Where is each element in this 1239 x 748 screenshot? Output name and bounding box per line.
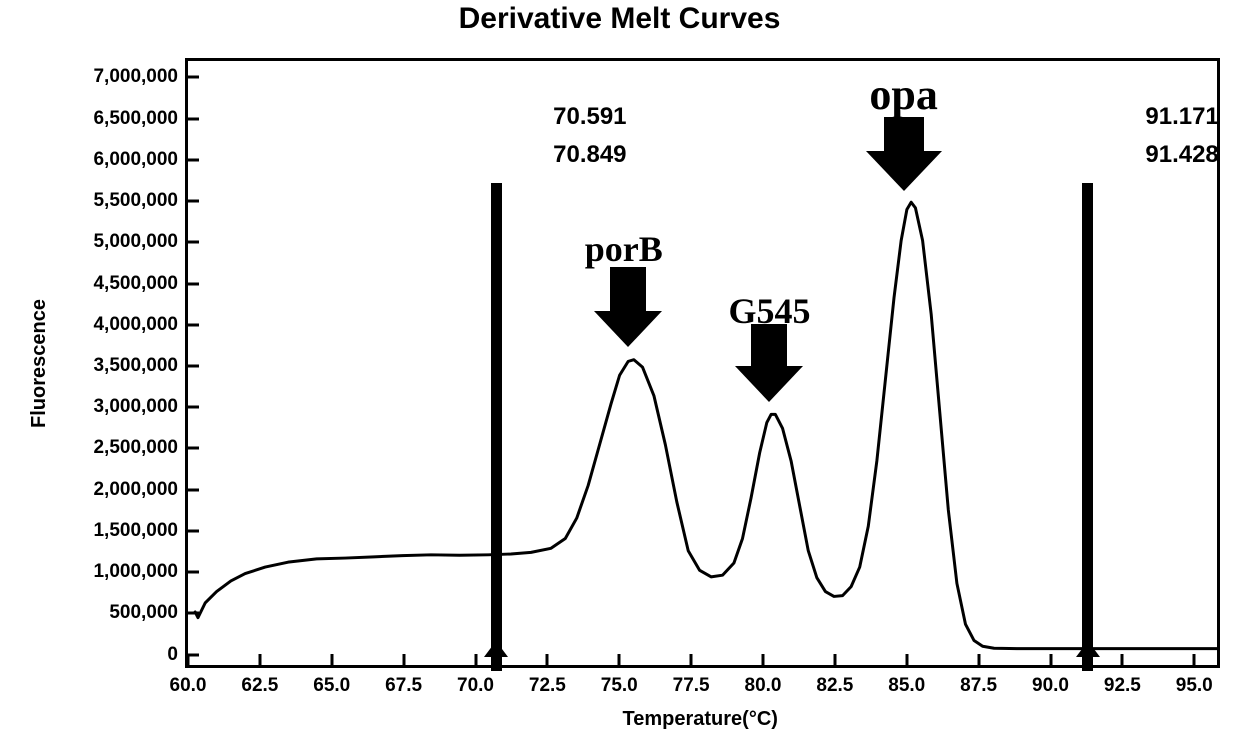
ytick-label: 4,500,000 [93,273,188,295]
cursor-base-icon[interactable] [1076,641,1100,657]
cursor-bar[interactable] [491,183,502,671]
marker-value: 70.591 [553,103,626,131]
x-axis-label: Temperature(°C) [623,708,778,731]
ytick-label: 3,500,000 [93,355,188,377]
ytick-label: 1,000,000 [93,561,188,583]
ytick-label: 6,000,000 [93,149,188,171]
xtick-label: 60.0 [170,665,207,697]
xtick-label: 85.0 [888,665,925,697]
marker-value: 91.428 [1145,141,1218,169]
ytick-label: 5,000,000 [93,231,188,253]
xtick-label: 95.0 [1176,665,1213,697]
xtick-label: 92.5 [1104,665,1141,697]
xtick-label: 87.5 [960,665,997,697]
peak-label-opa: opa [869,69,937,120]
marker-icon [525,106,541,120]
xtick-label: 77.5 [673,665,710,697]
xtick-label: 62.5 [241,665,278,697]
xtick-label: 70.0 [457,665,494,697]
xtick-label: 65.0 [313,665,350,697]
chart-title: Derivative Melt Curves [0,2,1239,36]
xtick-label: 90.0 [1032,665,1069,697]
plot-area: 0500,0001,000,0001,500,0002,000,0002,500… [185,58,1220,668]
marker-icon [525,144,541,158]
marker-value: 91.171 [1145,103,1218,131]
ytick-label: 2,000,000 [93,479,188,501]
ytick-label: 3,000,000 [93,396,188,418]
xtick-label: 67.5 [385,665,422,697]
ytick-label: 500,000 [109,602,188,624]
melt-curve-line [195,202,1217,648]
marker-value: 70.849 [553,141,626,169]
curve-svg [188,61,1217,665]
cursor-base-icon[interactable] [484,641,508,657]
marker-icon [1117,144,1133,158]
ytick-label: 7,000,000 [93,66,188,88]
marker-icon [1117,106,1133,120]
ytick-label: 4,000,000 [93,314,188,336]
ytick-label: 2,500,000 [93,437,188,459]
cursor-bar[interactable] [1082,183,1093,671]
ytick-label: 0 [167,644,188,666]
xtick-label: 72.5 [529,665,566,697]
ytick-label: 5,500,000 [93,190,188,212]
y-axis-label: Fluorescence [28,299,51,428]
ytick-label: 1,500,000 [93,520,188,542]
xtick-label: 75.0 [601,665,638,697]
xtick-label: 80.0 [745,665,782,697]
xtick-label: 82.5 [816,665,853,697]
melt-curve-chart: Derivative Melt Curves Fluorescence Temp… [0,0,1239,748]
peak-label-porB: porB [585,228,663,270]
ytick-label: 6,500,000 [93,108,188,130]
